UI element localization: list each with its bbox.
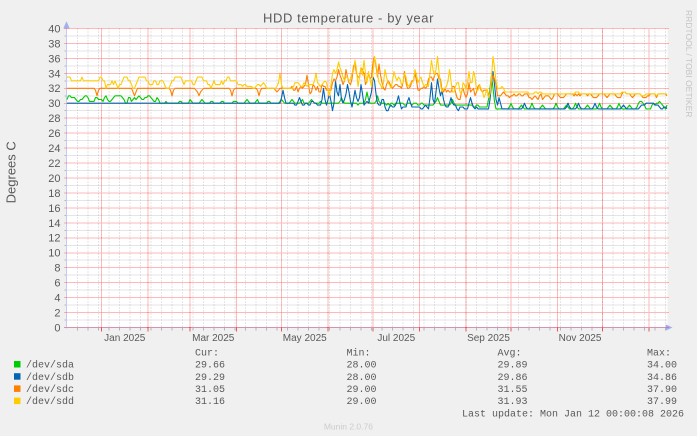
svg-text:Min:: Min: — [347, 347, 371, 359]
svg-text:28.00: 28.00 — [347, 373, 377, 384]
svg-text:2: 2 — [54, 307, 60, 319]
svg-text:36: 36 — [48, 53, 60, 65]
svg-text:Cur:: Cur: — [195, 348, 219, 359]
svg-text:Avg:: Avg: — [498, 348, 522, 359]
svg-text:29.86: 29.86 — [498, 373, 528, 384]
svg-text:28.00: 28.00 — [347, 361, 377, 372]
svg-text:38: 38 — [48, 38, 60, 50]
svg-text:31.05: 31.05 — [195, 385, 225, 396]
svg-text:28: 28 — [48, 113, 60, 125]
svg-text:HDD temperature - by year: HDD temperature - by year — [263, 11, 434, 26]
svg-text:12: 12 — [48, 233, 60, 245]
svg-text:May 2025: May 2025 — [283, 333, 327, 344]
svg-text:40: 40 — [48, 23, 60, 35]
svg-text:31.93: 31.93 — [498, 397, 528, 408]
svg-text:Munin 2.0.76: Munin 2.0.76 — [324, 421, 373, 431]
svg-text:Jul 2025: Jul 2025 — [377, 333, 415, 344]
svg-text:34: 34 — [48, 68, 60, 80]
svg-text:32: 32 — [48, 83, 60, 95]
svg-text:14: 14 — [48, 218, 60, 230]
svg-text:0: 0 — [54, 322, 60, 334]
svg-text:26: 26 — [48, 128, 60, 140]
svg-text:37.99: 37.99 — [647, 397, 677, 408]
svg-text:31.55: 31.55 — [498, 385, 528, 396]
svg-text:8: 8 — [54, 263, 60, 275]
svg-text:Last update: Mon Jan 12 00:00:: Last update: Mon Jan 12 00:00:08 2026 — [462, 408, 684, 420]
svg-text:31.16: 31.16 — [195, 397, 225, 408]
svg-text:6: 6 — [54, 278, 60, 290]
svg-text:22: 22 — [48, 158, 60, 170]
svg-text:/dev/sdb: /dev/sdb — [26, 372, 74, 384]
svg-text:29.29: 29.29 — [195, 373, 225, 384]
svg-text:/dev/sda: /dev/sda — [26, 360, 74, 372]
svg-text:37.90: 37.90 — [647, 385, 677, 396]
svg-text:18: 18 — [48, 188, 60, 200]
svg-text:Nov 2025: Nov 2025 — [559, 333, 602, 344]
svg-text:29.66: 29.66 — [195, 361, 225, 372]
svg-text:29.00: 29.00 — [347, 397, 377, 408]
svg-text:29.00: 29.00 — [347, 385, 377, 396]
svg-text:34.00: 34.00 — [647, 361, 677, 372]
svg-text:/dev/sdc: /dev/sdc — [26, 384, 74, 396]
svg-text:Jan 2025: Jan 2025 — [104, 333, 146, 344]
svg-text:16: 16 — [48, 203, 60, 215]
svg-text:20: 20 — [48, 173, 60, 185]
svg-text:Degrees C: Degrees C — [3, 141, 18, 203]
svg-text:Max:: Max: — [647, 348, 671, 359]
svg-text:29.89: 29.89 — [498, 361, 528, 372]
svg-text:34.86: 34.86 — [647, 373, 677, 384]
svg-text:10: 10 — [48, 248, 60, 260]
svg-text:/dev/sdd: /dev/sdd — [26, 396, 74, 408]
svg-text:RRDTOOL / TOBI OETIKER: RRDTOOL / TOBI OETIKER — [684, 10, 694, 117]
svg-text:Mar 2025: Mar 2025 — [192, 333, 235, 344]
svg-text:24: 24 — [48, 143, 60, 155]
svg-text:Sep 2025: Sep 2025 — [467, 333, 510, 344]
svg-text:30: 30 — [48, 98, 60, 110]
svg-text:4: 4 — [54, 293, 60, 305]
